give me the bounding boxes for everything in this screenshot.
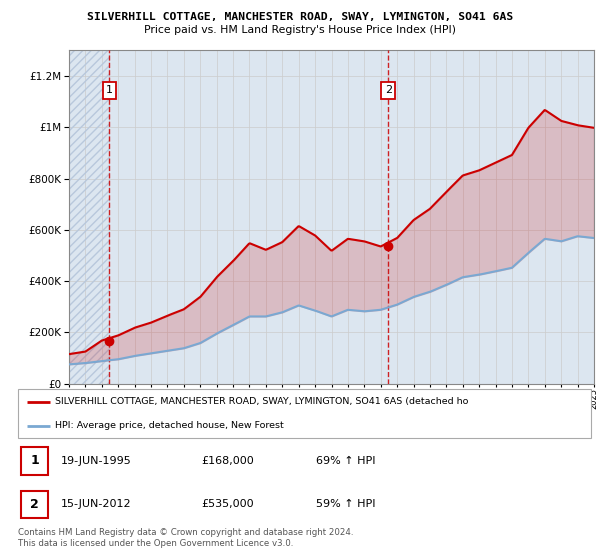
Text: Price paid vs. HM Land Registry's House Price Index (HPI): Price paid vs. HM Land Registry's House … <box>144 25 456 35</box>
Text: 2: 2 <box>30 498 39 511</box>
Text: 2: 2 <box>385 85 392 95</box>
Text: £168,000: £168,000 <box>202 456 254 466</box>
Text: 1: 1 <box>106 85 113 95</box>
Text: 1: 1 <box>30 454 39 467</box>
Bar <box>69 50 109 384</box>
Text: 69% ↑ HPI: 69% ↑ HPI <box>316 456 376 466</box>
Text: 15-JUN-2012: 15-JUN-2012 <box>61 500 131 510</box>
Bar <box>21 491 49 519</box>
Text: 19-JUN-1995: 19-JUN-1995 <box>61 456 132 466</box>
Text: 59% ↑ HPI: 59% ↑ HPI <box>316 500 376 510</box>
Text: Contains HM Land Registry data © Crown copyright and database right 2024.
This d: Contains HM Land Registry data © Crown c… <box>18 528 353 548</box>
Text: £535,000: £535,000 <box>202 500 254 510</box>
Bar <box>69 50 109 384</box>
Text: SILVERHILL COTTAGE, MANCHESTER ROAD, SWAY, LYMINGTON, SO41 6AS (detached ho: SILVERHILL COTTAGE, MANCHESTER ROAD, SWA… <box>55 398 469 407</box>
Text: SILVERHILL COTTAGE, MANCHESTER ROAD, SWAY, LYMINGTON, SO41 6AS: SILVERHILL COTTAGE, MANCHESTER ROAD, SWA… <box>87 12 513 22</box>
Bar <box>21 447 49 475</box>
Text: HPI: Average price, detached house, New Forest: HPI: Average price, detached house, New … <box>55 421 284 430</box>
